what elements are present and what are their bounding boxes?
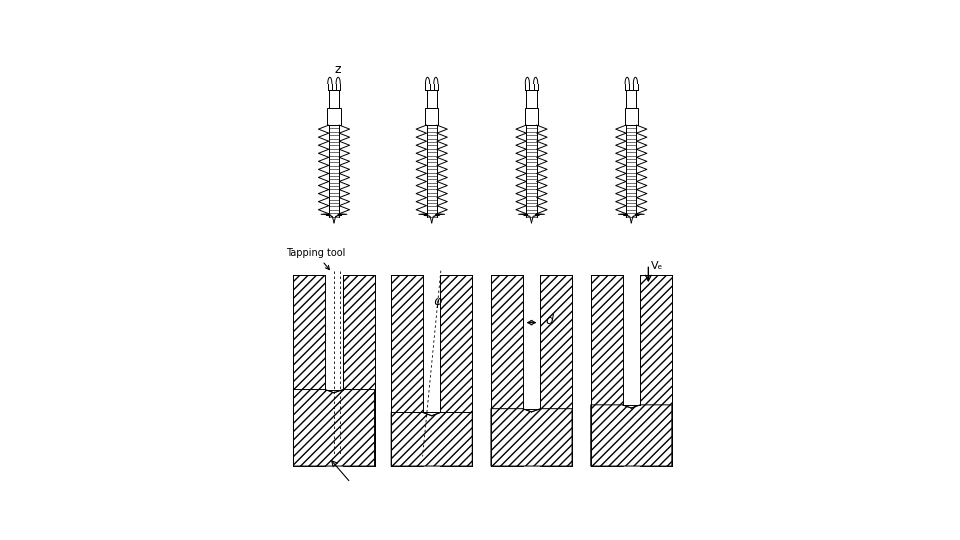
- Polygon shape: [294, 389, 374, 466]
- Polygon shape: [590, 275, 623, 466]
- Bar: [526, 125, 537, 217]
- Bar: [328, 90, 339, 109]
- Polygon shape: [491, 275, 523, 466]
- Text: d: d: [545, 314, 553, 327]
- Polygon shape: [391, 275, 423, 466]
- Bar: [626, 90, 636, 109]
- Bar: [426, 125, 437, 217]
- Polygon shape: [590, 405, 672, 466]
- Bar: [426, 90, 437, 109]
- Polygon shape: [441, 275, 472, 466]
- Bar: [523, 275, 540, 409]
- Polygon shape: [391, 413, 472, 466]
- Bar: [425, 109, 439, 125]
- Polygon shape: [540, 275, 572, 466]
- Bar: [328, 125, 339, 217]
- Bar: [526, 90, 537, 109]
- Bar: [327, 109, 341, 125]
- Polygon shape: [640, 275, 672, 466]
- Text: φ: φ: [434, 295, 442, 308]
- Text: z: z: [334, 63, 341, 77]
- Polygon shape: [343, 275, 374, 466]
- Polygon shape: [294, 275, 325, 466]
- Bar: [623, 275, 640, 405]
- Bar: [525, 109, 539, 125]
- Bar: [423, 275, 441, 413]
- Bar: [625, 109, 638, 125]
- Text: Tapping tool: Tapping tool: [286, 248, 346, 269]
- Text: Vₑ: Vₑ: [651, 261, 662, 272]
- Bar: [626, 125, 636, 217]
- Bar: [325, 275, 343, 389]
- Polygon shape: [491, 409, 572, 466]
